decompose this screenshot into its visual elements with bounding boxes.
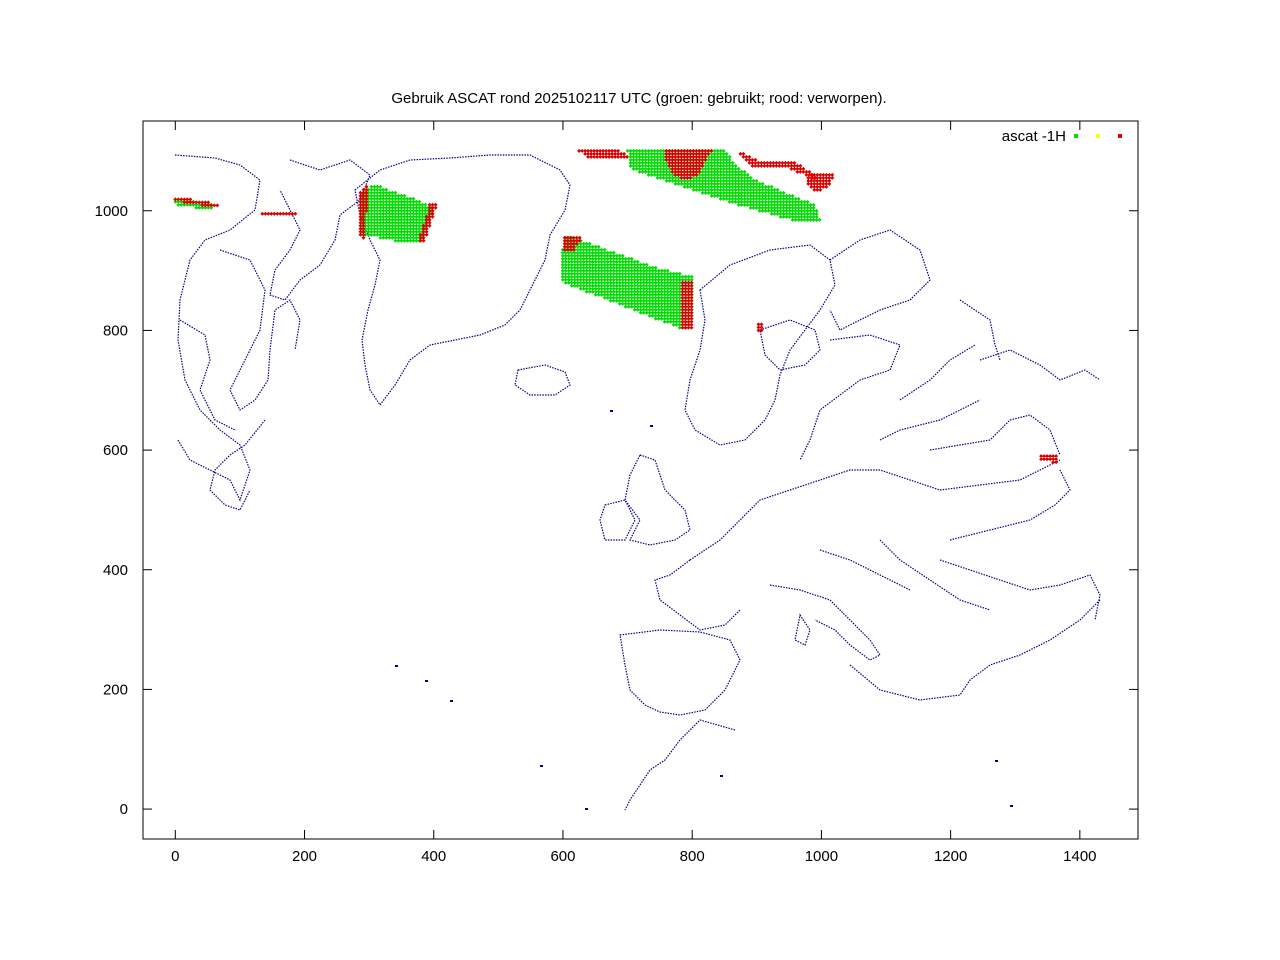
swath-rejected bbox=[680, 280, 694, 330]
coastline-segment bbox=[879, 539, 991, 611]
legend: ascat -1H bbox=[1002, 128, 1122, 145]
coastline-segment bbox=[819, 549, 911, 591]
coastline-segment bbox=[959, 299, 1001, 361]
legend-marker-rejected bbox=[1118, 134, 1122, 138]
island-speck bbox=[450, 700, 453, 702]
swath-rejected bbox=[738, 151, 818, 180]
chart-title: Gebruik ASCAT rond 2025102117 UTC (groen… bbox=[391, 90, 886, 107]
y-tick-label: 400 bbox=[103, 562, 128, 579]
swath-rejected bbox=[418, 202, 438, 243]
y-tick-label: 0 bbox=[120, 801, 128, 818]
y-tick-label: 600 bbox=[103, 442, 128, 459]
coastline-segment bbox=[624, 719, 736, 811]
swath-rejected bbox=[260, 211, 298, 216]
island-speck bbox=[585, 808, 588, 810]
coastline-segment bbox=[799, 334, 901, 461]
coastline-segment bbox=[624, 454, 691, 546]
coastline-segment bbox=[684, 244, 836, 446]
island-speck bbox=[650, 425, 653, 427]
y-tick-label: 1000 bbox=[95, 203, 128, 220]
swath-points-rejected bbox=[260, 211, 298, 216]
x-tick-label: 200 bbox=[292, 848, 317, 865]
swath-points-rejected bbox=[562, 235, 582, 252]
coastline-segment bbox=[899, 344, 976, 401]
island-speck bbox=[610, 410, 613, 412]
swath-points-rejected bbox=[756, 322, 764, 333]
swath-rejected bbox=[577, 148, 630, 159]
island-speck bbox=[720, 775, 723, 777]
axes-layer: 0 200 400 600 800 1000 1200 1400 0 200 400 600 800 10… bbox=[95, 121, 1138, 865]
x-tick-label: 400 bbox=[421, 848, 446, 865]
legend-marker-unused bbox=[1096, 134, 1100, 138]
x-tick-label: 600 bbox=[550, 848, 575, 865]
coastline-segment bbox=[269, 159, 371, 301]
swath-rejected bbox=[562, 235, 582, 252]
swath-points-rejected bbox=[1039, 454, 1059, 465]
coastline-segment bbox=[759, 319, 821, 371]
coastline-segment bbox=[619, 629, 741, 716]
swath-points-rejected bbox=[738, 151, 818, 180]
swath-used bbox=[560, 235, 694, 330]
coastline-segment bbox=[209, 419, 266, 511]
swath-points-rejected bbox=[664, 148, 714, 180]
swath-points-rejected bbox=[358, 184, 369, 240]
coastline-segment bbox=[514, 364, 571, 396]
island-speck bbox=[425, 680, 428, 682]
island-speck bbox=[1010, 805, 1013, 807]
y-tick-label: 800 bbox=[103, 322, 128, 339]
swath-rejected bbox=[173, 197, 220, 208]
x-tick-label: 0 bbox=[171, 848, 179, 865]
swath-used bbox=[360, 184, 434, 243]
swath-points-rejected bbox=[418, 202, 438, 243]
y-tick-label: 200 bbox=[103, 681, 128, 698]
coastline-layer bbox=[174, 154, 1101, 811]
x-tick-label: 1400 bbox=[1063, 848, 1096, 865]
coastline-segment bbox=[794, 613, 811, 646]
coastline-segment bbox=[769, 584, 881, 661]
coastline-segment bbox=[654, 559, 741, 631]
coastline-segment bbox=[879, 399, 981, 441]
swath-rejected bbox=[756, 322, 764, 333]
swath-rejected bbox=[664, 148, 714, 180]
coastline-segment bbox=[179, 319, 236, 431]
coastline-segment bbox=[689, 459, 1061, 561]
ascat-observation-layer bbox=[173, 148, 1059, 465]
coastline-segment bbox=[979, 349, 1101, 381]
legend-marker-used bbox=[1074, 134, 1078, 138]
coastline-segment bbox=[829, 229, 931, 331]
island-speck bbox=[395, 665, 398, 667]
coastline-segment bbox=[354, 154, 571, 407]
swath-points-used bbox=[360, 184, 434, 243]
coastline-segment bbox=[939, 559, 1101, 621]
coastline-segment bbox=[219, 249, 301, 411]
plot-border bbox=[142, 120, 1139, 840]
swath-points-used bbox=[625, 148, 822, 222]
island-speck bbox=[540, 765, 543, 767]
coastline-segment bbox=[849, 599, 1101, 701]
coastline-segment bbox=[929, 414, 1061, 456]
swath-points-rejected bbox=[577, 148, 630, 159]
x-tick-label: 1000 bbox=[805, 848, 838, 865]
x-tick-label: 1200 bbox=[934, 848, 967, 865]
swath-points-rejected bbox=[173, 197, 220, 208]
swath-used bbox=[625, 148, 822, 222]
swath-rejected bbox=[1039, 454, 1059, 465]
swath-points-used bbox=[560, 235, 694, 330]
swath-rejected bbox=[358, 184, 369, 240]
x-tick-label: 800 bbox=[680, 848, 705, 865]
coastline-segment bbox=[599, 499, 636, 541]
swath-points-rejected bbox=[680, 280, 694, 330]
island-speck bbox=[995, 760, 998, 762]
legend-label: ascat -1H bbox=[1002, 128, 1066, 145]
